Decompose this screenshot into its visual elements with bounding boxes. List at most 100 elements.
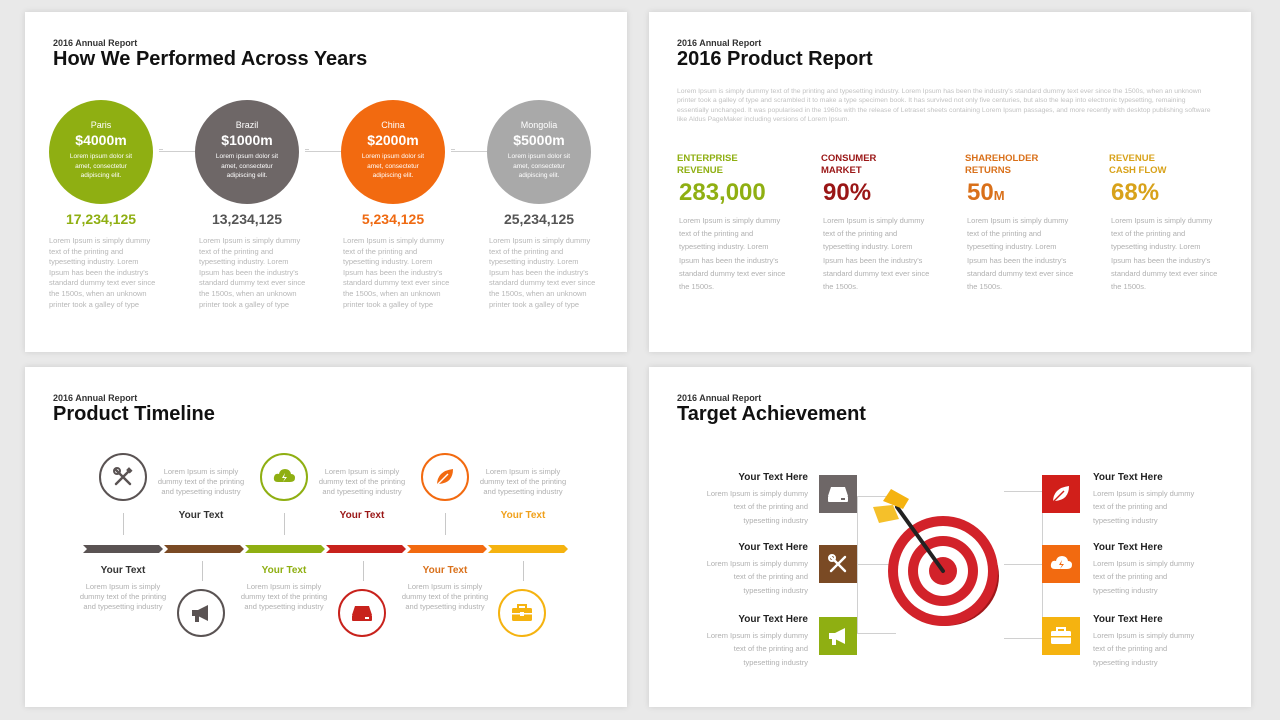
metric-description: Lorem Ipsum is simply dummy text of the …: [967, 216, 1074, 292]
connector-line: [1004, 564, 1042, 565]
timeline-segment: [488, 545, 568, 553]
target-heading: Your Text Here: [1093, 542, 1163, 553]
region-circle-text: Lorem ipsum dolor sit amet, consectetur …: [69, 153, 133, 179]
briefcase-icon: [1051, 627, 1071, 644]
metric-label-line: SHAREHOLDER: [965, 153, 1039, 164]
drive-tile[interactable]: [819, 475, 857, 513]
connector-line: [451, 149, 487, 152]
target-description: Lorem Ipsum is simply dummy text of the …: [1093, 489, 1195, 525]
timeline-node[interactable]: [498, 589, 546, 637]
connector-bracket: [1004, 491, 1043, 639]
metric-label: REVENUE CASH FLOW: [1109, 153, 1167, 177]
metric-value-unit: M: [993, 188, 1005, 203]
metric-label: CONSUMER MARKET: [821, 153, 876, 177]
timeline-node[interactable]: [338, 589, 386, 637]
timeline-description: Lorem Ipsum is simply dummy text of the …: [401, 582, 489, 611]
region-circle-brazil: Brazil $1000m Lorem ipsum dolor sit amet…: [195, 100, 299, 204]
timeline-node[interactable]: [260, 453, 308, 501]
region-name: Mongolia: [520, 120, 558, 130]
metric-description: Lorem Ipsum is simply dummy text of the …: [679, 216, 786, 292]
timeline-connector: [123, 513, 124, 535]
drive-icon: [352, 606, 372, 621]
tools-tile[interactable]: [819, 545, 857, 583]
slide-kicker: 2016 Annual Report: [53, 393, 138, 403]
timeline-connector: [363, 561, 364, 581]
region-circle-china: China $2000m Lorem ipsum dolor sit amet,…: [341, 100, 445, 204]
metric-label-line: CASH FLOW: [1109, 165, 1167, 176]
region-stat: 5,234,125: [361, 211, 425, 227]
slide-target-achievement[interactable]: 2016 Annual Report Target Achievement: [649, 367, 1251, 707]
region-stat: 25,234,125: [503, 211, 575, 227]
metric-description: Lorem Ipsum is simply dummy text of the …: [823, 216, 930, 292]
timeline-label: Your Text: [339, 510, 385, 521]
region-description: Lorem Ipsum is simply dummy text of the …: [199, 236, 306, 309]
leaf-icon: [1052, 486, 1069, 503]
metric-label: SHAREHOLDER RETURNS: [965, 153, 1038, 177]
timeline-connector: [523, 561, 524, 581]
leaf-icon: [436, 469, 453, 486]
timeline-description: Lorem Ipsum is simply dummy text of the …: [79, 582, 167, 611]
target-description: Lorem Ipsum is simply dummy text of the …: [706, 559, 808, 595]
metric-value: 90%: [823, 179, 872, 206]
region-circle-text: Lorem ipsum dolor sit amet, consectetur …: [215, 153, 279, 179]
drive-icon: [828, 487, 848, 502]
slide-product-timeline[interactable]: 2016 Annual Report Product Timeline: [25, 367, 627, 707]
metric-label: ENTERPRISE REVENUE: [677, 153, 738, 177]
target-icon: [873, 489, 999, 626]
region-description: Lorem Ipsum is simply dummy text of the …: [343, 236, 450, 309]
timeline-node[interactable]: [177, 589, 225, 637]
connector-bracket: [857, 496, 896, 634]
region-stat: 17,234,125: [65, 211, 137, 227]
region-description: Lorem Ipsum is simply dummy text of the …: [49, 236, 156, 309]
timeline-description: Lorem Ipsum is simply dummy text of the …: [318, 467, 406, 496]
region-amount: $2000m: [367, 132, 419, 148]
timeline-bar: [83, 545, 568, 553]
cloud-lightning-icon: [1050, 556, 1072, 569]
target-heading: Your Text Here: [738, 542, 808, 553]
slide-title: How We Performed Across Years: [53, 48, 368, 70]
metric-value-number: 50: [967, 179, 994, 206]
timeline-node[interactable]: [421, 453, 469, 501]
timeline-label: Your Text: [500, 510, 546, 521]
timeline-connector: [445, 513, 446, 535]
slide-kicker: 2016 Annual Report: [677, 393, 762, 403]
metric-label-line: ENTERPRISE: [677, 153, 738, 164]
target-heading: Your Text Here: [1093, 472, 1163, 483]
connector-line: [305, 149, 341, 152]
slide-product-report[interactable]: 2016 Annual Report 2016 Product Report L…: [649, 12, 1251, 352]
megaphone-tile[interactable]: [819, 617, 857, 655]
connector-line: [857, 564, 895, 565]
metric-label-line: CONSUMER: [821, 153, 877, 164]
region-stat: 13,234,125: [211, 211, 283, 227]
slide-performance[interactable]: 2016 Annual Report How We Performed Acro…: [25, 12, 627, 352]
region-name: China: [381, 120, 405, 130]
region-name: Brazil: [235, 120, 259, 130]
timeline-description: Lorem Ipsum is simply dummy text of the …: [479, 467, 567, 496]
timeline-segment: [83, 545, 163, 553]
timeline-label: Your Text: [100, 565, 146, 576]
target-description: Lorem Ipsum is simply dummy text of the …: [706, 489, 808, 525]
briefcase-icon: [512, 604, 532, 621]
timeline-connector: [202, 561, 203, 581]
megaphone-icon: [829, 628, 845, 645]
timeline-label: Your Text: [422, 565, 468, 576]
timeline-description: Lorem Ipsum is simply dummy text of the …: [240, 582, 328, 611]
metric-value: 50M: [967, 179, 1005, 207]
target-description: Lorem Ipsum is simply dummy text of the …: [1093, 559, 1195, 595]
metric-description: Lorem Ipsum is simply dummy text of the …: [1111, 216, 1218, 292]
region-name: Paris: [90, 120, 112, 130]
leaf-tile[interactable]: [1042, 475, 1080, 513]
region-amount: $5000m: [513, 132, 565, 148]
slide-title: Product Timeline: [53, 403, 215, 425]
megaphone-icon: [192, 605, 208, 622]
metric-label-line: REVENUE: [677, 165, 723, 176]
connector-line: [159, 149, 195, 152]
target-heading: Your Text Here: [738, 472, 808, 483]
timeline-segment: [326, 545, 406, 553]
timeline-node[interactable]: [99, 453, 147, 501]
cloud-tile[interactable]: [1042, 545, 1080, 583]
timeline-label: Your Text: [261, 565, 307, 576]
metric-label-line: REVENUE: [1109, 153, 1155, 164]
briefcase-tile[interactable]: [1042, 617, 1080, 655]
metric-label-line: RETURNS: [965, 165, 1011, 176]
